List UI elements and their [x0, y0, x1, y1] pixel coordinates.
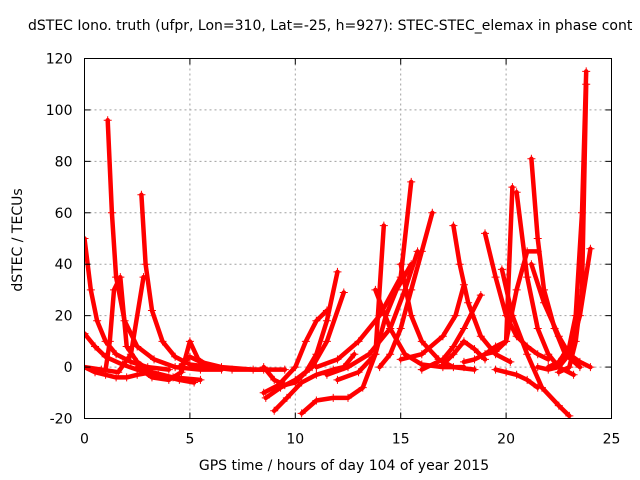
series-line [451, 223, 513, 365]
plot-frame [84, 58, 612, 419]
series-arc-07 [137, 190, 215, 372]
series-point-markers [417, 291, 485, 374]
series-point-markers [259, 306, 331, 397]
series-arc-29 [497, 265, 574, 418]
x-tick-label: 20 [497, 432, 515, 448]
x-tick-label: 25 [603, 432, 621, 448]
series-arc-09 [175, 352, 289, 374]
series-line [299, 223, 387, 416]
y-tick-label: -20 [50, 412, 73, 428]
series-line [377, 210, 435, 370]
series-point-markers [438, 337, 490, 369]
series-arc-35 [554, 80, 591, 377]
series-point-markers [175, 352, 289, 374]
series-arc-05 [103, 116, 226, 374]
series-line [139, 192, 214, 370]
ticks [84, 58, 612, 419]
y-tick-labels: -20 0 20 40 60 80 100 120 [46, 52, 73, 428]
series-arc-06 [85, 273, 148, 377]
y-tick-label: 120 [46, 52, 73, 68]
series-point-markers [497, 265, 574, 418]
x-tick-labels: 0 5 10 15 20 25 [80, 432, 620, 448]
y-tick-label: 40 [55, 257, 73, 273]
series-point-markers [554, 80, 591, 377]
series-line [263, 290, 347, 401]
y-axis-title: dSTEC / TECUs [10, 188, 26, 291]
series-arc-28 [491, 365, 542, 392]
series-arc-21 [396, 260, 479, 374]
series-line [314, 179, 414, 370]
y-tick-label: 80 [55, 154, 73, 170]
series-line [529, 261, 593, 370]
series-point-markers [85, 273, 148, 377]
series-point-markers [375, 208, 437, 372]
series-point-markers [312, 177, 416, 372]
series-arc-02 [85, 363, 156, 382]
series-arc-12 [261, 288, 348, 402]
series-arc-19 [375, 208, 437, 372]
series-arc-27 [481, 229, 553, 364]
x-tick-label: 0 [80, 432, 89, 448]
series-group [85, 67, 595, 418]
series-point-markers [261, 288, 348, 402]
y-tick-label: 100 [46, 103, 73, 119]
series-line [177, 354, 288, 372]
series-arc-01 [85, 234, 173, 374]
series-line [261, 308, 330, 396]
plot-area [85, 67, 595, 418]
series-point-markers [481, 229, 553, 364]
x-tick-label: 5 [185, 432, 194, 448]
y-tick-label: 60 [55, 206, 73, 222]
series-line [514, 189, 576, 378]
chart-title: dSTEC Iono. truth (ufpr, Lon=310, Lat=-2… [28, 18, 633, 34]
series-point-markers [491, 365, 542, 392]
series-arc-22 [417, 291, 485, 374]
y-tick-label: 20 [55, 309, 73, 325]
y-tick-label: 0 [64, 360, 73, 376]
x-axis-title: GPS time / hours of day 104 of year 2015 [199, 458, 489, 474]
series-line [499, 267, 572, 418]
series-arc-11 [259, 306, 331, 397]
x-tick-label: 15 [392, 432, 410, 448]
series-line [335, 261, 414, 383]
series-arc-23 [438, 337, 490, 369]
x-tick-label: 10 [286, 432, 304, 448]
series-point-markers [103, 116, 226, 374]
series-arc-15 [312, 177, 416, 372]
